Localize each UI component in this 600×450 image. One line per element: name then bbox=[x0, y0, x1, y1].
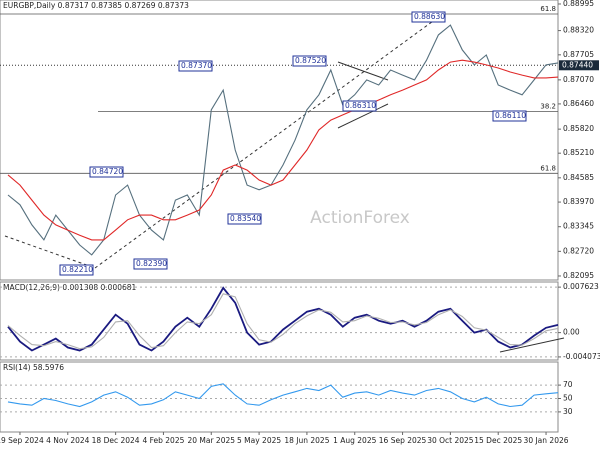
y-tick-label: 0.84585 bbox=[563, 173, 594, 182]
annotation-box bbox=[133, 258, 168, 270]
annotation-box bbox=[59, 264, 94, 276]
x-tick-label: 18 Jun 2025 bbox=[284, 436, 329, 445]
annotation-box bbox=[411, 11, 446, 23]
annotation-label: 0.84720 bbox=[92, 167, 123, 176]
fib-label: 61.8 bbox=[540, 164, 556, 172]
x-tick-label: 16 Sep 2025 bbox=[379, 436, 427, 445]
annotation-box bbox=[292, 55, 327, 67]
series-line bbox=[7, 59, 559, 241]
rsi-title: RSI(14) 58.5976 bbox=[3, 363, 64, 372]
annotation-label: 0.86310 bbox=[345, 101, 376, 110]
series-line bbox=[7, 286, 559, 352]
annotation-box bbox=[227, 213, 262, 225]
current-price-label: 0.87440 bbox=[562, 60, 593, 69]
current-price-box bbox=[559, 60, 599, 71]
x-tick-label: 4 Nov 2024 bbox=[46, 436, 89, 445]
annotation-label: 0.86110 bbox=[495, 111, 526, 120]
y-tick-label: 0.87070 bbox=[563, 75, 594, 84]
annotation-label: 0.83540 bbox=[230, 214, 261, 223]
annotation-box bbox=[89, 166, 124, 178]
annotation-box bbox=[178, 60, 213, 72]
y-tick-label: 0.86460 bbox=[563, 99, 594, 108]
y-tick-label: 0.85820 bbox=[563, 124, 594, 133]
series-line bbox=[7, 24, 559, 256]
y-tick-label: 0.83345 bbox=[563, 222, 594, 231]
y-tick-label: 0.85210 bbox=[563, 148, 594, 157]
trend-line bbox=[4, 235, 96, 269]
trend-line bbox=[499, 337, 565, 353]
series-line bbox=[7, 293, 559, 350]
y-tick-label: 0.82720 bbox=[563, 246, 594, 255]
x-tick-label: 15 Dec 2025 bbox=[474, 436, 522, 445]
watermark: ActionForex bbox=[310, 208, 410, 228]
y-tick-label: 0.88995 bbox=[563, 0, 594, 8]
annotation-label: 0.82210 bbox=[62, 265, 93, 274]
x-tick-label: 19 Sep 2024 bbox=[0, 436, 44, 445]
fib-label: 61.8 bbox=[540, 5, 556, 13]
x-tick-label: 18 Dec 2024 bbox=[92, 436, 140, 445]
x-tick-label: 30 Jan 2026 bbox=[524, 436, 569, 445]
y-tick-label: 70 bbox=[563, 380, 573, 389]
y-tick-label: 50 bbox=[563, 394, 573, 403]
macd-panel bbox=[0, 281, 559, 361]
annotation-box bbox=[342, 100, 377, 112]
annotation-label: 0.82390 bbox=[136, 259, 167, 268]
x-tick-label: 20 Mar 2025 bbox=[187, 436, 235, 445]
price-panel bbox=[0, 0, 559, 281]
y-tick-label: -0.004073 bbox=[563, 352, 600, 361]
trend-line bbox=[337, 103, 389, 129]
fib-label: 38.2 bbox=[540, 102, 556, 110]
series-line bbox=[7, 383, 559, 408]
chart-title: EURGBP,Daily 0.87317 0.87385 0.87269 0.8… bbox=[3, 1, 189, 10]
annotation-label: 0.87370 bbox=[181, 61, 212, 70]
x-tick-label: 30 Oct 2025 bbox=[427, 436, 474, 445]
y-tick-label: 0.83970 bbox=[563, 197, 594, 206]
annotation-box bbox=[492, 110, 527, 122]
trend-line bbox=[337, 61, 389, 81]
x-tick-label: 4 Feb 2025 bbox=[142, 436, 184, 445]
y-tick-label: 0.88320 bbox=[563, 26, 594, 35]
y-tick-label: 0.87705 bbox=[563, 50, 594, 59]
y-tick-label: 30 bbox=[563, 407, 573, 416]
macd-title: MACD(12,26,9) 0.001308 0.000681 bbox=[3, 283, 137, 292]
annotation-label: 0.88630 bbox=[414, 12, 445, 21]
y-tick-label: 0.82095 bbox=[563, 271, 594, 280]
y-tick-label: 0.00 bbox=[563, 328, 580, 337]
x-tick-label: 1 Aug 2025 bbox=[333, 436, 376, 445]
x-tick-label: 5 May 2025 bbox=[237, 436, 281, 445]
y-tick-label: 0.007623 bbox=[563, 282, 599, 291]
annotation-label: 0.87520 bbox=[295, 56, 326, 65]
trend-line bbox=[94, 15, 441, 269]
rsi-panel bbox=[0, 361, 559, 433]
